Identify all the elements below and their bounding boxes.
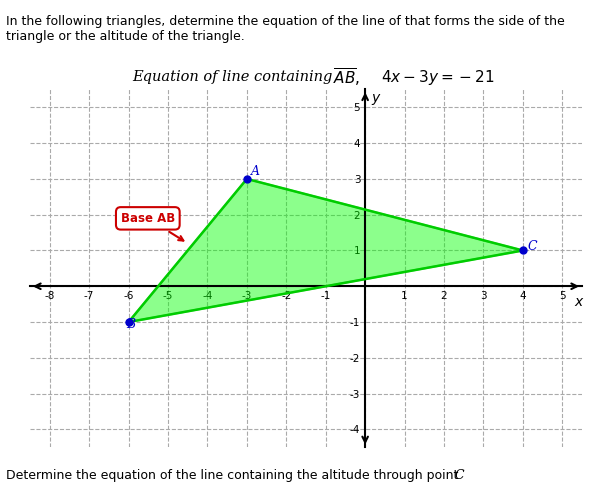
Text: Equation of line containing: Equation of line containing [132, 70, 337, 84]
Text: C: C [527, 241, 537, 253]
Text: $\overline{AB},$: $\overline{AB},$ [333, 66, 360, 88]
Text: B: B [127, 319, 136, 331]
Text: x: x [574, 295, 582, 309]
Text: y: y [371, 91, 379, 105]
Text: In the following triangles, determine the equation of the line of that forms the: In the following triangles, determine th… [6, 15, 565, 43]
Polygon shape [128, 179, 523, 322]
Text: $4x - 3y = -21$: $4x - 3y = -21$ [381, 68, 494, 86]
Text: Base AB: Base AB [121, 212, 184, 241]
Text: C: C [454, 469, 464, 482]
Text: A: A [251, 165, 260, 177]
Text: Determine the equation of the line containing the altitude through point: Determine the equation of the line conta… [6, 469, 463, 482]
